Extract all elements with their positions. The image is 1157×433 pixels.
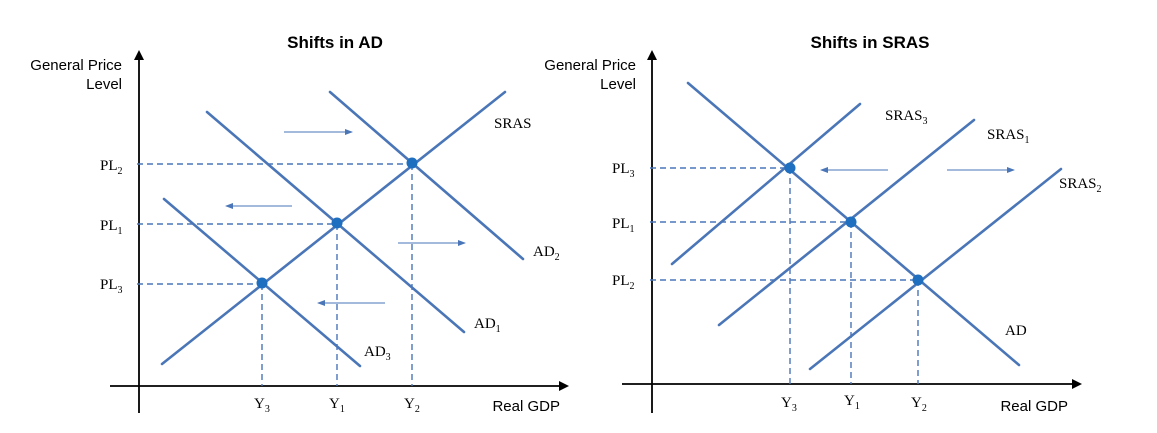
right-y-axis-label-line1: General Price [544, 57, 636, 74]
right-x-axis-label: Real GDP [1000, 398, 1068, 415]
left-pl3-label: PL3 [100, 277, 123, 296]
right-y2-label: Y2 [911, 395, 927, 414]
right-pl1-label: PL1 [612, 216, 635, 235]
right-equilibrium-point-1 [845, 216, 857, 228]
right-sras3-label: SRAS3 [885, 108, 928, 127]
right-sras1-label: SRAS1 [987, 127, 1030, 146]
left-y2-label: Y2 [404, 396, 420, 415]
left-y1-label: Y1 [329, 396, 345, 415]
right-title: Shifts in SRAS [810, 33, 929, 52]
left-equilibrium-point-3 [256, 277, 268, 289]
right-y3-label: Y3 [781, 395, 797, 414]
left-ad2-label: AD2 [533, 244, 560, 263]
right-sras2-label: SRAS2 [1059, 176, 1102, 195]
left-equilibrium-point-1 [331, 217, 343, 229]
left-panel: Shifts in AD General Price Level Real GD… [30, 33, 569, 415]
right-equilibrium-point-2 [912, 274, 924, 286]
right-sras2-curve [808, 167, 1063, 371]
right-pl3-label: PL3 [612, 161, 635, 180]
left-x-axis-label: Real GDP [492, 398, 560, 415]
left-sras-label: SRAS [494, 116, 532, 132]
left-equilibrium-point-2 [406, 157, 418, 169]
left-title: Shifts in AD [287, 33, 383, 52]
left-y-axis-label-line2: Level [86, 76, 122, 93]
right-equilibrium-point-3 [784, 162, 796, 174]
right-y1-label: Y1 [844, 393, 860, 412]
left-y3-label: Y3 [254, 396, 270, 415]
right-pl2-label: PL2 [612, 273, 635, 292]
right-ad-label: AD [1005, 323, 1027, 339]
left-ad1-label: AD1 [474, 316, 501, 335]
left-ad3-label: AD3 [364, 344, 391, 363]
left-ad2-curve [328, 90, 525, 261]
right-y-axis-label-line2: Level [600, 76, 636, 93]
right-panel: Shifts in SRAS General Price Level Real … [544, 33, 1101, 415]
right-sras3-curve [670, 102, 862, 266]
left-sras-curve [160, 90, 507, 366]
left-y-axis-label-line1: General Price [30, 57, 122, 74]
left-pl1-label: PL1 [100, 218, 123, 237]
left-pl2-label: PL2 [100, 158, 123, 177]
